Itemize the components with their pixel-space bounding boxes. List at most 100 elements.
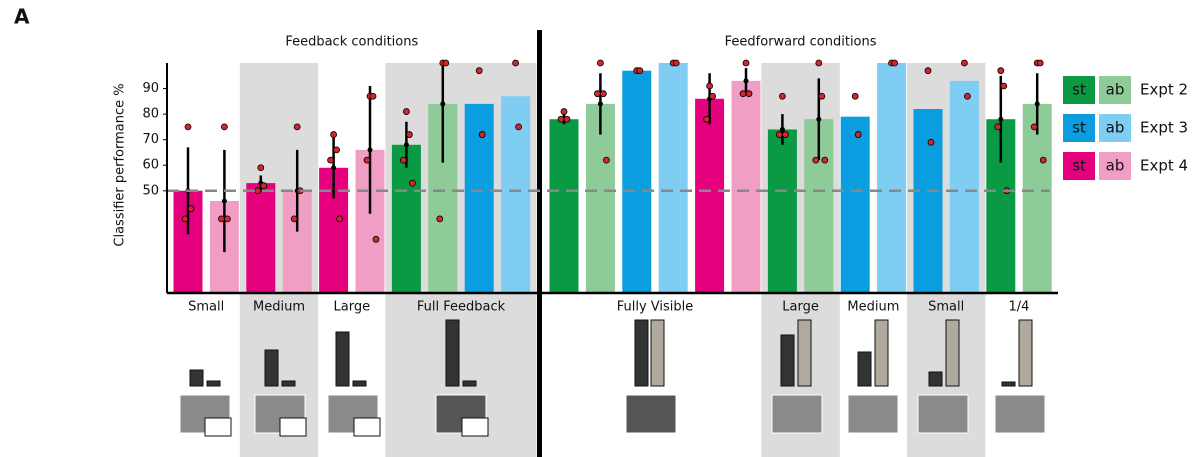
- data-point: [852, 93, 858, 99]
- y-tick-label: 90: [142, 81, 159, 96]
- icon-window: [205, 418, 231, 436]
- data-point: [892, 60, 898, 66]
- data-point: [594, 91, 600, 97]
- group-label: Fully Visible: [617, 300, 694, 315]
- icon-bar: [635, 320, 648, 386]
- icon-bar: [875, 320, 888, 386]
- data-point: [443, 60, 449, 66]
- legend-swatch-label: st: [1072, 119, 1086, 137]
- data-point: [704, 116, 710, 122]
- data-point: [673, 60, 679, 66]
- data-point: [740, 91, 746, 97]
- data-point: [995, 124, 1001, 130]
- data-point: [409, 180, 415, 186]
- bar: [768, 129, 797, 293]
- data-point: [182, 216, 188, 222]
- icon-image: [995, 395, 1045, 433]
- icon-bar: [946, 320, 959, 386]
- bar: [914, 109, 943, 293]
- data-point: [373, 236, 379, 242]
- mean-dot: [1035, 101, 1040, 106]
- icon-bar: [446, 320, 459, 386]
- data-point: [221, 124, 227, 130]
- data-point: [925, 68, 931, 74]
- icon-image: [772, 395, 822, 433]
- data-point: [710, 93, 716, 99]
- icon-bar: [1002, 382, 1015, 386]
- section-title: Feedback conditions: [285, 35, 418, 50]
- bar: [950, 81, 979, 293]
- bar: [465, 104, 494, 293]
- data-point: [400, 157, 406, 163]
- data-point: [822, 157, 828, 163]
- icon-bar: [798, 320, 811, 386]
- data-point: [513, 60, 519, 66]
- group-label: Full Feedback: [417, 300, 506, 315]
- data-point: [779, 93, 785, 99]
- data-point: [782, 132, 788, 138]
- data-point: [707, 83, 713, 89]
- y-axis-label: Classifier performance %: [113, 83, 128, 246]
- mean-dot: [222, 199, 227, 204]
- data-point: [218, 216, 224, 222]
- icon-bar: [265, 350, 278, 386]
- data-point: [743, 60, 749, 66]
- data-point: [258, 165, 264, 171]
- data-point: [291, 216, 297, 222]
- icon-bar: [463, 381, 476, 386]
- data-point: [928, 139, 934, 145]
- data-point: [406, 132, 412, 138]
- data-point: [1040, 157, 1046, 163]
- icon-bar: [207, 381, 220, 386]
- group-label: Small: [928, 300, 964, 315]
- page: {"panel_label": "A", "chart_data": { "ty…: [0, 0, 1203, 457]
- data-point: [476, 68, 482, 74]
- section-title: Feedforward conditions: [725, 35, 877, 50]
- legend-swatch-label: ab: [1106, 81, 1125, 99]
- data-point: [224, 216, 230, 222]
- bar: [695, 99, 724, 293]
- mean-dot: [998, 117, 1003, 122]
- data-point: [331, 132, 337, 138]
- data-point: [776, 132, 782, 138]
- legend-swatch-label: st: [1072, 157, 1086, 175]
- mean-dot: [744, 78, 749, 83]
- icon-image: [848, 395, 898, 433]
- data-point: [603, 157, 609, 163]
- data-point: [964, 93, 970, 99]
- y-tick-label: 80: [142, 107, 159, 122]
- bar: [732, 81, 761, 293]
- data-point: [255, 188, 261, 194]
- bar: [550, 119, 579, 293]
- icon-bar: [781, 335, 794, 386]
- icon-window: [354, 418, 380, 436]
- bar: [622, 71, 651, 293]
- mean-dot: [816, 117, 821, 122]
- section-divider: [537, 30, 542, 457]
- legend-swatch-label: ab: [1106, 157, 1125, 175]
- bar: [246, 183, 275, 293]
- data-point: [816, 60, 822, 66]
- data-point: [188, 206, 194, 212]
- icon-image: [918, 395, 968, 433]
- icon-window: [462, 418, 488, 436]
- data-point: [1031, 124, 1037, 130]
- data-point: [600, 91, 606, 97]
- mean-dot: [404, 142, 409, 147]
- panel-label: A: [14, 5, 30, 29]
- data-point: [819, 93, 825, 99]
- legend-label: Expt 4: [1140, 157, 1188, 175]
- data-point: [998, 68, 1004, 74]
- icon-bar: [1019, 320, 1032, 386]
- icon-bar: [651, 320, 664, 386]
- icon-bar: [353, 381, 366, 386]
- data-point: [813, 157, 819, 163]
- icon-bar: [929, 372, 942, 386]
- icon-window: [280, 418, 306, 436]
- group-label: 1/4: [1009, 300, 1030, 315]
- mean-dot: [440, 101, 445, 106]
- data-point: [961, 60, 967, 66]
- legend-label: Expt 2: [1140, 81, 1188, 99]
- icon-bar: [336, 332, 349, 386]
- data-point: [1037, 60, 1043, 66]
